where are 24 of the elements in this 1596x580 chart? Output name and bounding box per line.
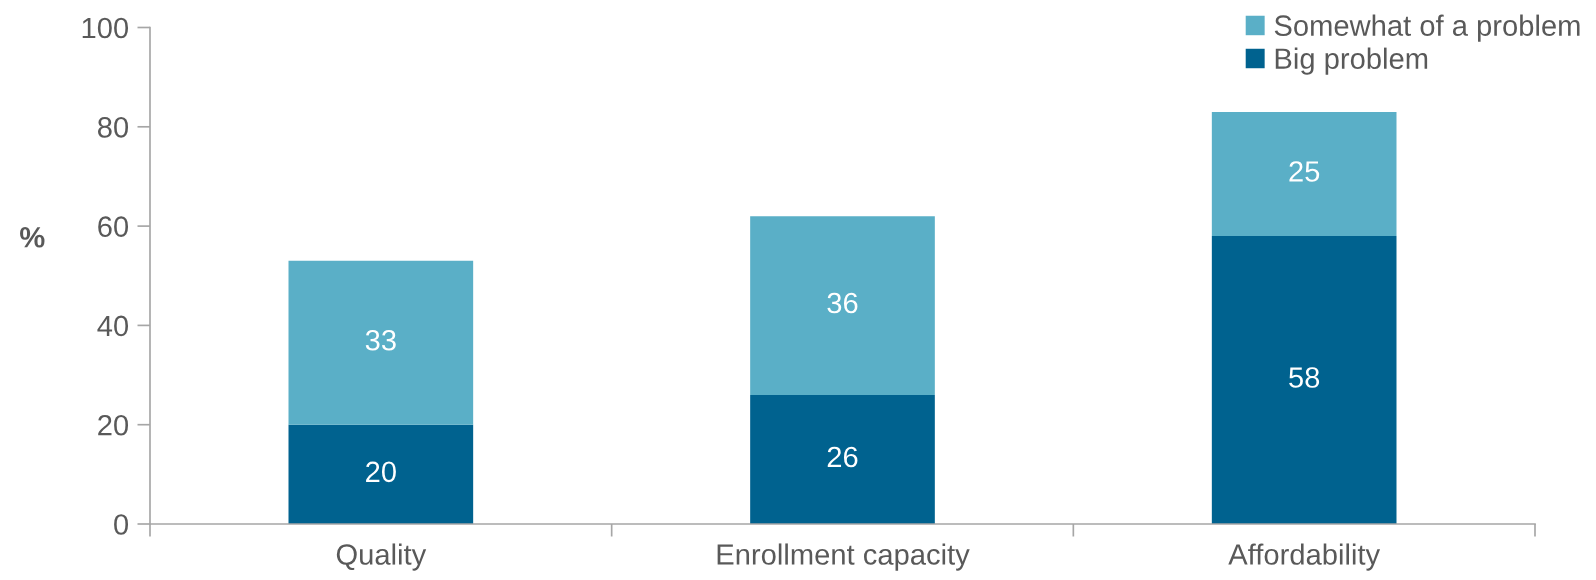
x-tick-label: Enrollment capacity: [717, 543, 970, 571]
legend-label: Big problem: [1275, 47, 1428, 75]
data-label: 33: [365, 329, 396, 351]
data-label: 58: [1289, 367, 1320, 388]
data-label: 25: [1289, 161, 1320, 182]
y-tick-label: 40: [97, 315, 129, 337]
bar: [1211, 236, 1397, 524]
bar: [750, 216, 935, 395]
y-tick-label: 0: [114, 514, 129, 535]
bar: [288, 260, 474, 425]
x-tick-label: Quality: [336, 543, 427, 571]
legend-label: Somewhat of a problem: [1274, 14, 1580, 42]
y-axis-title: %: [20, 227, 45, 248]
x-tick-label: Affordability: [1228, 543, 1381, 571]
bar: [1211, 111, 1397, 237]
data-label: 26: [827, 446, 858, 468]
data-label: 20: [366, 461, 396, 483]
bar: [750, 394, 935, 524]
y-tick-label: 80: [97, 117, 129, 138]
data-label: 36: [827, 292, 858, 314]
y-tick-label: 60: [98, 216, 129, 237]
y-tick-label: 20: [98, 414, 129, 436]
bar: [288, 424, 474, 524]
y-tick-label: 100: [82, 17, 129, 39]
